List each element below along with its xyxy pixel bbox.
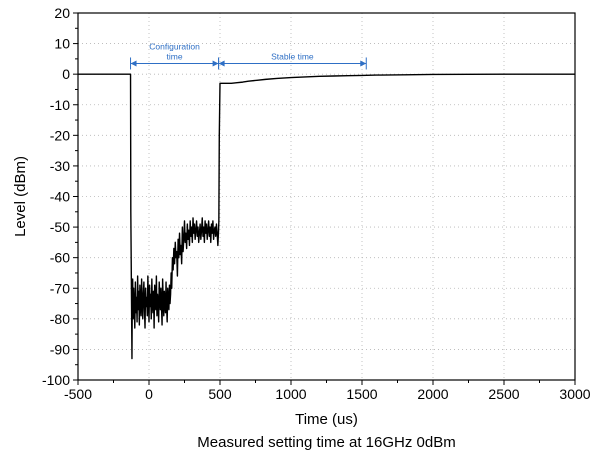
x-tick-label: 2500 [488, 386, 519, 402]
y-tick-label: 20 [54, 5, 70, 21]
annotation-arrowhead [212, 60, 219, 67]
x-tick-label: -500 [64, 386, 92, 402]
x-axis-title: Time (us) [295, 411, 358, 428]
y-tick-label: -10 [50, 97, 70, 113]
y-tick-label: -50 [50, 219, 70, 235]
annotation-label: Configuration [149, 41, 200, 51]
x-tick-label: 500 [208, 386, 232, 402]
y-tick-label: -60 [50, 250, 70, 266]
annotation-arrowhead [360, 60, 367, 67]
series-line [78, 73, 575, 360]
x-tick-label: 0 [145, 386, 153, 402]
annotation-label: time [167, 51, 183, 61]
annotation-arrowhead [130, 60, 137, 67]
plot-series [78, 73, 575, 360]
y-tick-label: -80 [50, 311, 70, 327]
y-tick-label: -100 [42, 372, 70, 388]
y-tick-label: -30 [50, 158, 70, 174]
x-tick-label: 1000 [275, 386, 306, 402]
grid-lines [78, 13, 575, 380]
y-tick-label: -20 [50, 127, 70, 143]
y-tick-label: -90 [50, 341, 70, 357]
x-tick-label: 1500 [346, 386, 377, 402]
y-tick-label: 10 [54, 36, 70, 52]
figure-caption: Measured setting time at 16GHz 0dBm [197, 434, 455, 451]
annotation-arrowhead [218, 60, 225, 67]
y-tick-label: 0 [62, 66, 70, 82]
y-axis-title: Level (dBm) [12, 156, 29, 237]
axes: -500 0 500 1000 1500 2000 2500 3000 20 10 0 -10 -20 -… [42, 5, 591, 402]
y-tick-label: -70 [50, 280, 70, 296]
y-tick-label: -40 [50, 189, 70, 205]
x-tick-label: 3000 [559, 386, 590, 402]
annotation-label: Stable time [271, 51, 314, 61]
x-tick-label: 2000 [417, 386, 448, 402]
